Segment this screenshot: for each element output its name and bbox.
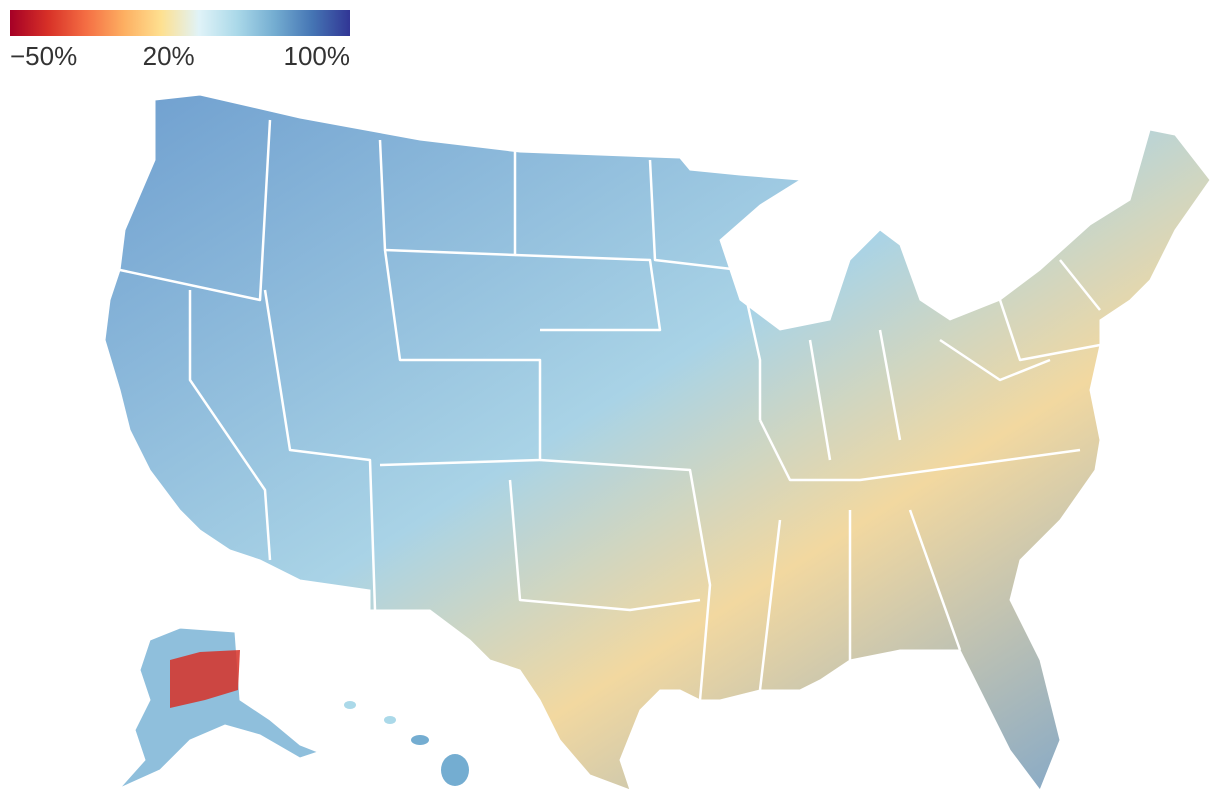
hawaii-island: [441, 754, 469, 786]
state-border: [808, 329, 1051, 461]
hawaii-island: [344, 701, 356, 709]
hawaii-island: [384, 716, 396, 724]
state-border: [648, 159, 762, 420]
legend-tick-label: −50%: [10, 41, 77, 71]
state-border: [514, 253, 662, 332]
legend: [10, 10, 350, 36]
alaska-interior: [170, 650, 240, 708]
state-border: [188, 290, 272, 561]
legend-color-bar: [10, 10, 350, 36]
state-border: [379, 249, 542, 467]
alaska: [119, 627, 320, 789]
legend-tick-label: 20%: [143, 41, 195, 71]
state-border: [758, 419, 1081, 482]
state-border: [378, 139, 517, 257]
state-border: [998, 259, 1101, 362]
contiguous-us: [104, 94, 1211, 792]
hawaii-island: [411, 735, 429, 745]
state-border: [508, 479, 701, 612]
state-border: [263, 289, 377, 611]
legend-labels: −50% 20% 100%: [10, 41, 350, 71]
state-border: [539, 458, 712, 701]
state-border: [758, 509, 962, 691]
state-borders: [119, 119, 1101, 701]
map-land: [104, 94, 1211, 792]
legend-tick-label: 100%: [284, 41, 351, 71]
state-border: [119, 119, 272, 302]
